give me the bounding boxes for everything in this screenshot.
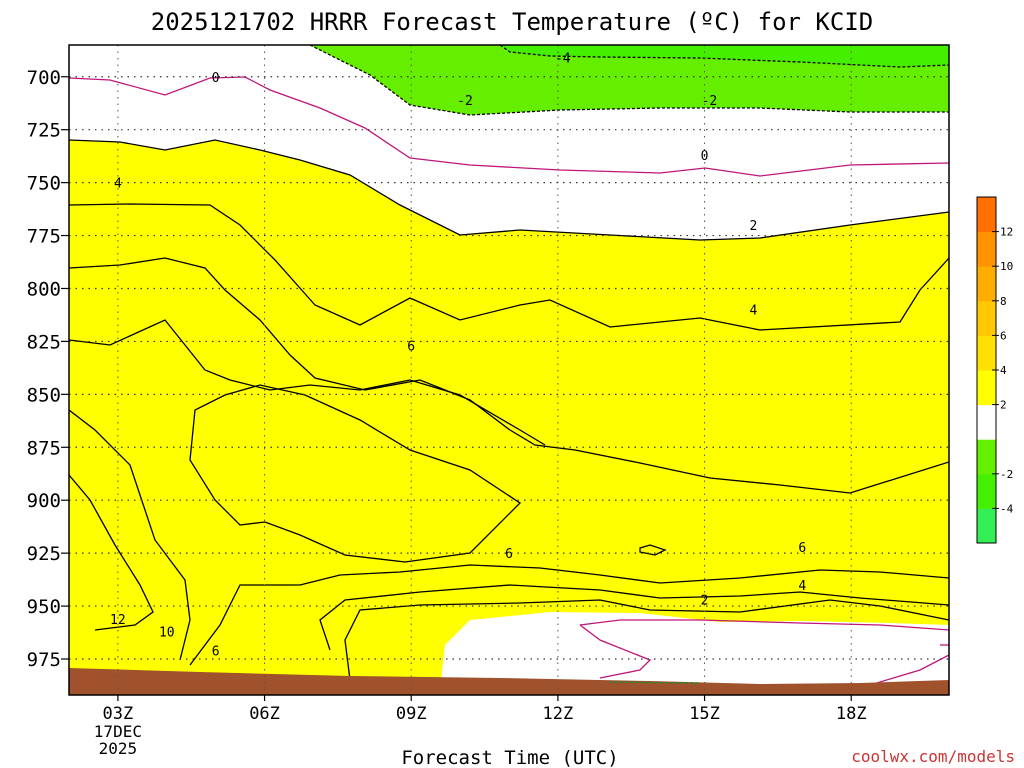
y-tick-label: 950 <box>27 596 61 618</box>
contour-label: -2 <box>702 94 718 109</box>
contour-label: 6 <box>505 547 513 562</box>
contour-label: -4 <box>555 52 571 67</box>
colorbar-swatch <box>977 439 996 475</box>
contour-label: 0 <box>701 149 709 164</box>
band-0-2 <box>69 45 949 690</box>
colorbar-swatch <box>977 370 996 406</box>
x-tick-sublabel: 17DEC <box>94 722 142 741</box>
colorbar-swatch <box>977 300 996 336</box>
y-tick-label: 925 <box>27 543 61 565</box>
x-tick-label: 06Z <box>249 704 280 724</box>
credit-text: coolwx.com/models <box>851 747 1015 766</box>
colorbar-label: 12 <box>1000 226 1013 239</box>
x-tick-label: 09Z <box>396 704 427 724</box>
x-tick-sublabel: 2025 <box>99 739 138 758</box>
colorbar-swatch <box>977 197 996 233</box>
y-tick-label: 750 <box>27 173 61 195</box>
contour-label: 4 <box>798 579 806 594</box>
y-tick-label: 850 <box>27 384 61 406</box>
y-tick-label: 900 <box>27 490 61 512</box>
grid <box>61 45 949 701</box>
plot-frame <box>68 44 950 696</box>
colorbar-label: 2 <box>1000 399 1007 412</box>
contour-label: 2 <box>750 219 758 234</box>
y-tick-label: 725 <box>27 120 61 142</box>
colorbar-label: 4 <box>1000 364 1007 377</box>
plot-area <box>69 45 949 695</box>
colorbar-label: -4 <box>1000 502 1014 515</box>
colorbar-swatch <box>977 473 996 509</box>
colorbar-swatch <box>977 231 996 267</box>
y-tick-label: 800 <box>27 278 61 300</box>
x-axis-label: Forecast Time (UTC) <box>401 747 618 768</box>
contour-label: -2 <box>457 94 473 109</box>
x-tick-label: 15Z <box>689 704 720 724</box>
chart-title: 2025121702 HRRR Forecast Temperature (ºC… <box>151 8 873 36</box>
colorbar-label: -2 <box>1000 468 1013 481</box>
band-neg4-neg2 <box>500 45 949 67</box>
ground-mask <box>69 668 949 695</box>
contour-label: 2 <box>701 594 709 609</box>
contour-label: 6 <box>212 645 220 660</box>
colorbar-label: 10 <box>1000 260 1013 273</box>
y-tick-label: 775 <box>27 226 61 248</box>
contour-label: 12 <box>110 613 126 628</box>
colorbar-label: 8 <box>1000 295 1007 308</box>
colorbar-label: 6 <box>1000 329 1007 342</box>
contour-label: 6 <box>407 340 415 355</box>
contour-label: 10 <box>159 625 175 640</box>
x-tick-label: 12Z <box>543 704 574 724</box>
y-tick-label: 700 <box>27 67 61 89</box>
contour-label: 0 <box>212 71 220 86</box>
colorbar-swatch <box>977 508 996 544</box>
colorbar-swatch <box>977 335 996 371</box>
contour-label: 4 <box>750 304 758 319</box>
contour-label: 4 <box>114 177 122 192</box>
y-tick-label: 875 <box>27 437 61 459</box>
colorbar-swatch <box>977 404 996 440</box>
band-2-4 <box>69 140 949 695</box>
contour-label: 6 <box>798 541 806 556</box>
contour-labels: -4 0 -2 -2 0 4 2 4 6 6 6 4 2 12 10 6 <box>110 52 806 660</box>
x-tick-label: 18Z <box>836 704 867 724</box>
band-neg2-0 <box>310 45 949 115</box>
colorbar: -4 -2 2 4 6 8 10 12 <box>976 196 1014 544</box>
colorbar-swatch <box>977 266 996 302</box>
y-tick-label: 975 <box>27 649 61 671</box>
y-tick-labels: 700 725 750 775 800 825 850 875 900 925 950 975 <box>27 67 61 671</box>
x-tick-label: 03Z <box>103 704 134 724</box>
y-tick-label: 825 <box>27 331 61 353</box>
